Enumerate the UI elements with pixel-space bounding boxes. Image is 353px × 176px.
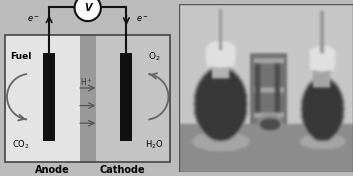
Text: e$^-$: e$^-$ bbox=[27, 15, 40, 24]
Text: CO$_2$: CO$_2$ bbox=[12, 138, 30, 151]
Text: O$_2$: O$_2$ bbox=[148, 50, 161, 63]
Circle shape bbox=[74, 0, 101, 21]
FancyBboxPatch shape bbox=[43, 53, 55, 141]
FancyBboxPatch shape bbox=[88, 35, 170, 162]
FancyBboxPatch shape bbox=[80, 35, 96, 162]
FancyBboxPatch shape bbox=[5, 35, 88, 162]
Text: Fuel: Fuel bbox=[10, 52, 32, 61]
Text: e$^-$: e$^-$ bbox=[136, 15, 149, 24]
Text: Anode: Anode bbox=[35, 165, 70, 175]
FancyBboxPatch shape bbox=[120, 53, 132, 141]
Text: V: V bbox=[84, 3, 91, 13]
Text: Cathode: Cathode bbox=[100, 165, 146, 175]
Text: H$^+$: H$^+$ bbox=[79, 76, 92, 88]
Text: H$_2$O: H$_2$O bbox=[145, 138, 164, 151]
